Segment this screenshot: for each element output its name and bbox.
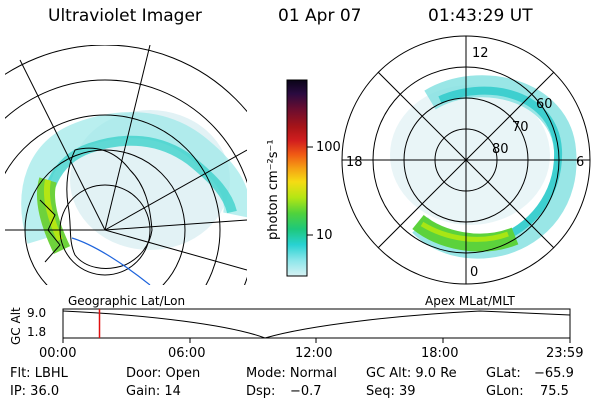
timeline-plot — [62, 308, 571, 343]
x-tick-1200: 12:00 — [295, 346, 333, 361]
mode-info: Mode: Normal — [246, 366, 337, 381]
coastline — [66, 147, 153, 269]
seq-info: Seq: 39 — [366, 384, 416, 399]
glon-value: 75.5 — [540, 384, 569, 399]
dsp-label: Dsp: — [246, 384, 276, 399]
mlt-label-0: 0 — [470, 265, 479, 280]
y-tick-1-8: 1.8 — [27, 325, 47, 339]
mlt-label-12: 12 — [472, 46, 489, 61]
satellite-track — [71, 237, 151, 285]
lat-label-60: 60 — [536, 97, 553, 112]
colorbar-label-10: 10 — [316, 228, 333, 243]
y-tick-9: 9.0 — [27, 306, 47, 320]
x-tick-0600: 06:00 — [168, 346, 206, 361]
lat-label-80: 80 — [492, 142, 509, 157]
gc-alt-info: GC Alt: 9.0 Re — [366, 366, 457, 381]
polar-grid — [341, 35, 591, 285]
dsp-value: −0.7 — [290, 384, 322, 399]
flt-info: Flt: LBHL — [10, 366, 68, 381]
geo-coords-label: Geographic Lat/Lon — [68, 294, 186, 308]
mlt-label-18: 18 — [346, 155, 363, 170]
colorbar-unit-label: photon cm⁻²s⁻¹ — [266, 139, 281, 240]
mlt-label-6: 6 — [576, 155, 585, 170]
date-label: 01 Apr 07 — [278, 6, 362, 26]
x-tick-0000: 00:00 — [39, 346, 77, 361]
gain-info: Gain: 14 — [126, 384, 181, 399]
timeline-ticks — [62, 338, 571, 343]
auroral-oval — [21, 112, 247, 244]
apex-coords-label: Apex MLat/MLT — [425, 294, 515, 308]
geographic-map — [5, 45, 247, 285]
time-label: 01:43:29 UT — [428, 6, 533, 26]
colorbar — [286, 79, 308, 277]
x-tick-2359: 23:59 — [546, 346, 584, 361]
door-info: Door: Open — [126, 366, 201, 381]
glat-value: −65.9 — [534, 366, 574, 381]
lat-label-70: 70 — [512, 120, 529, 135]
meridian-lines — [5, 45, 247, 271]
gc-alt-axis-label: GC Alt — [9, 307, 23, 345]
altitude-curve — [62, 310, 571, 339]
x-tick-1800: 18:00 — [421, 346, 459, 361]
colorbar-label-100: 100 — [316, 140, 341, 155]
glon-label: GLon: — [486, 384, 524, 399]
ip-info: IP: 36.0 — [10, 384, 60, 399]
timeline-frame — [62, 308, 571, 339]
app-title: Ultraviolet Imager — [48, 6, 202, 26]
glat-label: GLat: — [486, 366, 521, 381]
